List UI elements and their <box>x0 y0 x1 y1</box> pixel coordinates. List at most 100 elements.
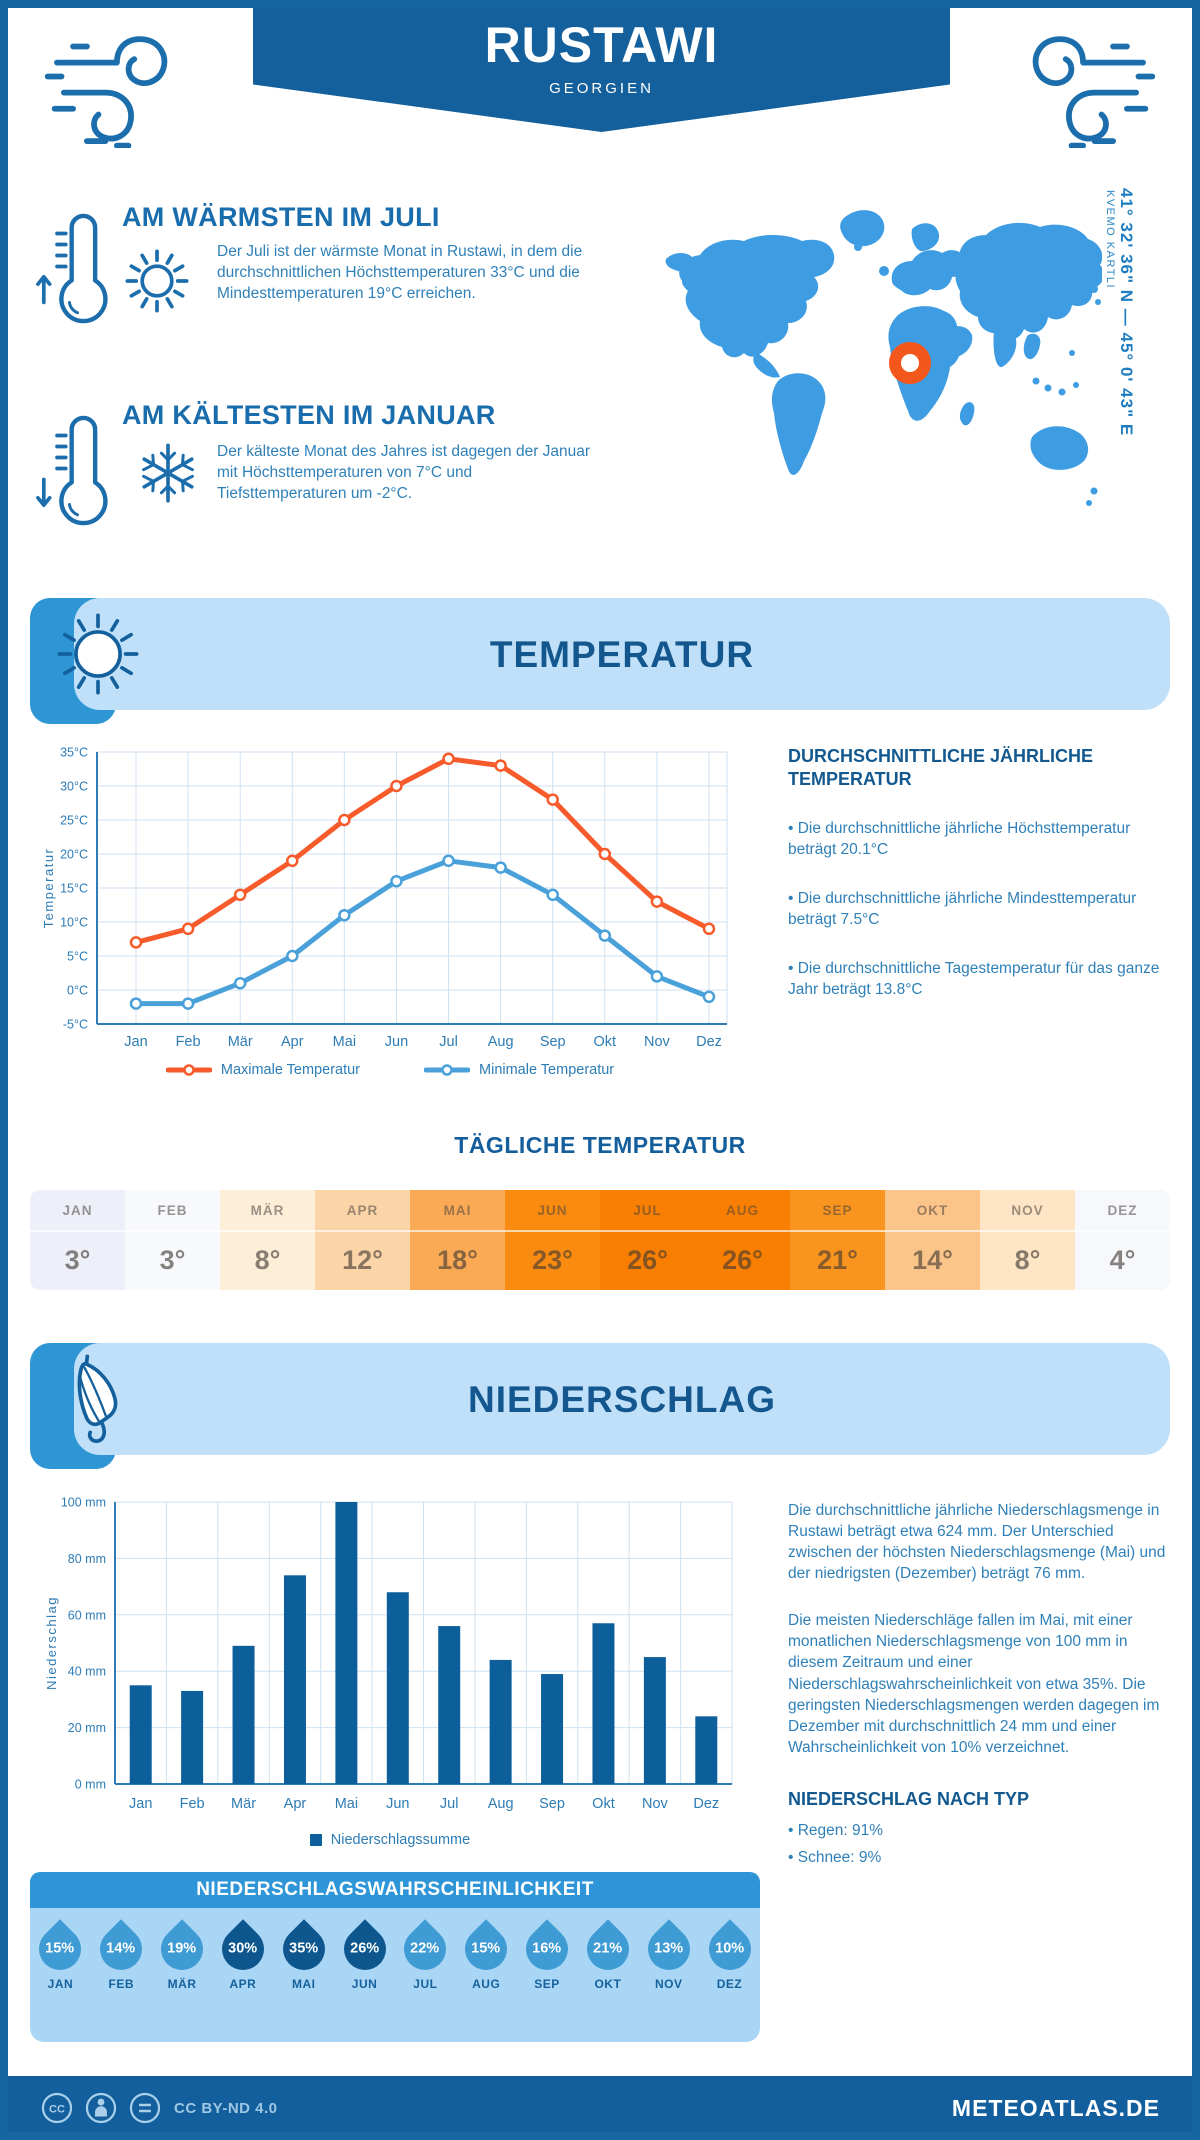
bar <box>643 1657 666 1784</box>
probability-column: 22% JUL <box>395 1918 456 2042</box>
month-label: JUL <box>413 1977 438 1991</box>
probability-value: 19% <box>167 1941 197 1957</box>
annual-temperature-heading: DURCHSCHNITTLICHE JÄHRLICHE TEMPERATUR <box>788 746 1093 789</box>
x-tick-label: Feb <box>180 1796 205 1812</box>
temperature-value: 26° <box>627 1245 668 1275</box>
cc-by-icon <box>85 2092 117 2124</box>
precipitation-text-column: Die durchschnittliche jährliche Niedersc… <box>788 1500 1176 1869</box>
precipitation-chart-legend: Niederschlagssumme <box>40 1832 740 1848</box>
legend-swatch <box>309 1834 322 1846</box>
temperature-value: 23° <box>532 1245 573 1275</box>
bar <box>541 1674 564 1784</box>
month-label: APR <box>315 1190 410 1232</box>
probability-value: 15% <box>471 1941 501 1957</box>
month-label: JUN <box>351 1977 378 1991</box>
precipitation-bar-chart: 0 mm 20 mm 40 mm 60 mm 80 mm 100 mm Jan Feb Mär A… <box>44 1496 733 1812</box>
x-tick-label: Mai <box>335 1796 358 1812</box>
probability-value: 21% <box>593 1941 623 1957</box>
temperature-value: 12° <box>342 1245 383 1275</box>
x-tick-label: Feb <box>176 1034 201 1050</box>
precipitation-type-heading: NIEDERSCHLAG NACH TYP <box>788 1788 1030 1809</box>
month-label: FEB <box>108 1977 134 1991</box>
x-tick-label: Jun <box>385 1034 408 1050</box>
bar <box>592 1623 615 1784</box>
probability-column: 26% JUN <box>334 1918 395 2042</box>
probability-column: 16% SEP <box>517 1918 578 2042</box>
probability-column: 10% DEZ <box>699 1918 760 2042</box>
temperature-value: 18° <box>437 1245 478 1275</box>
banner-bar <box>74 598 1170 710</box>
bar <box>386 1592 409 1784</box>
raindrop-icon: 30% <box>213 1919 273 1979</box>
month-label: MÄR <box>220 1190 315 1232</box>
temperature-section-title: TEMPERATUR <box>489 634 755 675</box>
daily-temperature-table: JAN 3° FEB 3° MÄR 8° APR 12° MAI 18° JUN 23° JUL 26° A… <box>30 1190 1170 1290</box>
probability-value: 30% <box>228 1941 258 1957</box>
bar <box>438 1626 461 1784</box>
month-label: AUG <box>695 1190 790 1232</box>
thermometer-warm-icon <box>36 213 108 324</box>
y-tick-label: 40 mm <box>68 1665 106 1679</box>
geo-coordinates: 41° 32' 36" N — 45° 0' 43" E KVEMO KARTL… <box>1104 188 1136 608</box>
month-label: NOV <box>980 1190 1075 1232</box>
daily-temp-cell: SEP 21° <box>790 1190 885 1290</box>
series-Niederschlagssumme <box>129 1502 718 1784</box>
chart-grid <box>97 751 728 1025</box>
x-tick-label: Mär <box>228 1034 253 1050</box>
snowflake-icon <box>142 443 194 503</box>
precipitation-type-bullet: • Regen: 91% <box>788 1822 884 1840</box>
annual-bullet: • Die durchschnittliche jährliche Mindes… <box>788 890 1137 929</box>
bar <box>129 1685 152 1784</box>
raindrop-icon: 15% <box>30 1919 91 1979</box>
title-banner: RUSTAWI GEORGIEN <box>253 0 950 132</box>
daily-temp-cell: AUG 26° <box>695 1190 790 1290</box>
daily-temp-cell: FEB 3° <box>125 1190 220 1290</box>
bar <box>232 1645 255 1784</box>
daily-temp-cell: NOV 8° <box>980 1190 1075 1290</box>
y-tick-label: 0°C <box>67 984 88 998</box>
y-axis-label: Temperatur <box>41 848 56 929</box>
sun-icon <box>125 249 189 313</box>
daily-temp-cell: JUL 26° <box>600 1190 695 1290</box>
sun-icon <box>57 613 139 695</box>
x-tick-label: Okt <box>594 1034 617 1050</box>
y-tick-label: 100 mm <box>61 1496 106 1510</box>
month-label: MAI <box>410 1190 505 1232</box>
x-tick-label: Jan <box>124 1034 147 1050</box>
daily-temp-cell: MAI 18° <box>410 1190 505 1290</box>
temperature-line-chart: -5°C 0°C 5°C 10°C 15°C 20°C 25°C 30°C 35°C Jan Feb… <box>41 746 728 1050</box>
wind-icon <box>44 36 168 148</box>
raindrop-icon: 21% <box>578 1919 638 1979</box>
probability-column: 15% JAN <box>30 1918 91 2042</box>
raindrop-icon: 35% <box>274 1919 334 1979</box>
month-label: SEP <box>534 1977 560 1991</box>
region-label: KVEMO KARTLI <box>1104 190 1116 290</box>
cc-nd-icon <box>129 2092 161 2124</box>
x-tick-label: Dez <box>696 1034 722 1050</box>
probability-column: 19% MÄR <box>152 1918 213 2042</box>
month-label: SEP <box>790 1190 885 1232</box>
y-axis-label: Niederschlag <box>44 1596 59 1690</box>
month-label: MÄR <box>167 1977 197 1991</box>
y-tick-label: 60 mm <box>68 1608 106 1622</box>
bar <box>695 1716 718 1784</box>
probability-column: 14% FEB <box>91 1918 152 2042</box>
y-tick-label: 35°C <box>60 746 88 760</box>
probability-droplets: 15% JAN 14% FEB 19% MÄR 30% APR 35% MAI 26% JUN 22% J… <box>30 1908 760 2042</box>
x-tick-label: Dez <box>693 1796 719 1812</box>
license-label: CC BY-ND 4.0 <box>174 2099 278 2117</box>
month-label: JAN <box>30 1190 125 1232</box>
month-label: AUG <box>472 1977 501 1991</box>
y-tick-label: 30°C <box>60 780 88 794</box>
probability-value: 16% <box>532 1941 562 1957</box>
bar <box>283 1575 306 1784</box>
probability-value: 13% <box>654 1941 684 1957</box>
probability-column: 35% MAI <box>273 1918 334 2042</box>
x-tick-label: Sep <box>540 1034 566 1050</box>
raindrop-icon: 22% <box>395 1919 456 1979</box>
chart-grid <box>114 1501 733 1784</box>
x-tick-label: Mai <box>333 1034 356 1050</box>
cold-heading: AM KÄLTESTEN IM JANUAR <box>122 400 496 430</box>
series-Minimale Temperatur <box>129 854 716 1010</box>
